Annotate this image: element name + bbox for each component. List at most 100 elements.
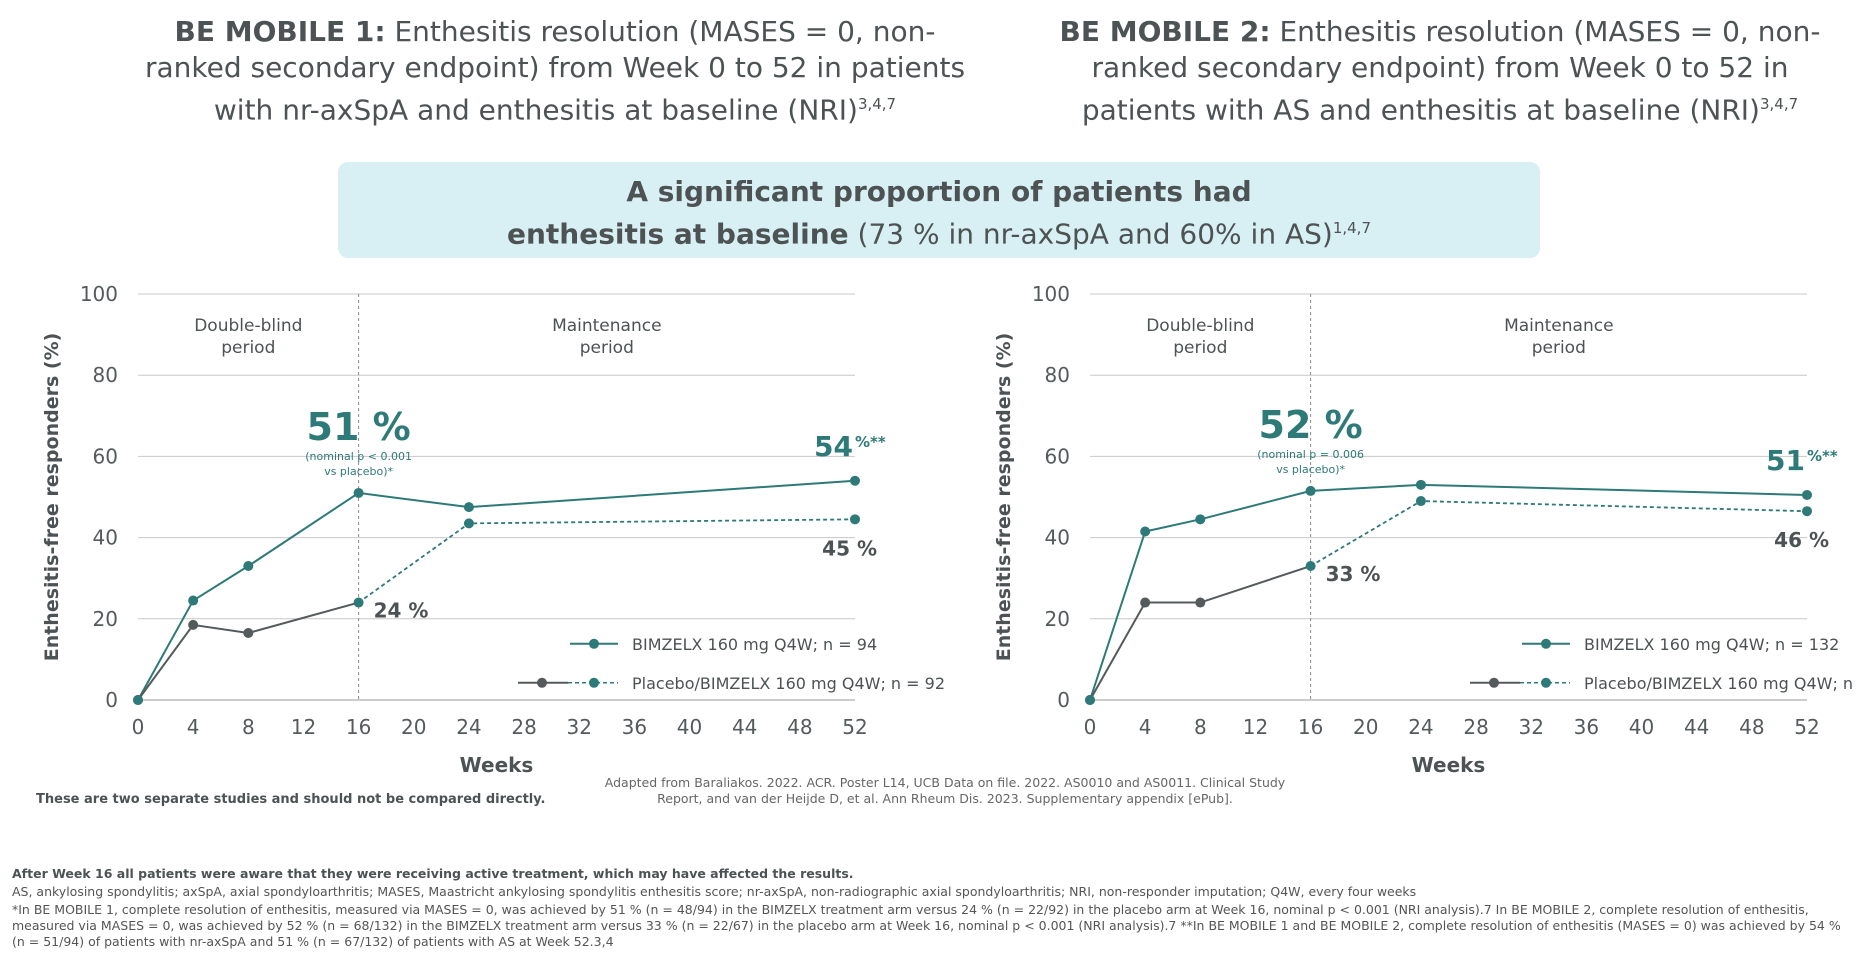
m1-annotation-week52-placebo: 45 % (822, 536, 877, 560)
m2-ytick-60: 60 (1045, 444, 1070, 468)
m1-ytick-100: 100 (80, 282, 118, 306)
study-1-heading-bold: BE MOBILE 1: (174, 15, 386, 48)
m2-period-0-line1: Double-blind (1146, 316, 1254, 336)
m1-xtick-8: 8 (242, 715, 255, 739)
baseline-callout: A significant proportion of patients had… (338, 162, 1540, 258)
m2-ytick-80: 80 (1045, 363, 1070, 387)
study-2-heading-bold: BE MOBILE 2: (1059, 15, 1271, 48)
m1-legend-bimzelx-label: BIMZELX 160 mg Q4W; n = 94 (632, 635, 877, 654)
m1-placebo-point-week-4 (188, 619, 199, 630)
m2-xtick-24: 24 (1408, 715, 1433, 739)
m2-placebo-point-week-8 (1195, 597, 1206, 608)
m2-annotation-week16-vs: vs placebo)* (1276, 463, 1345, 476)
m1-xtick-28: 28 (511, 715, 536, 739)
m2-ylabel: Enthesitis-free responders (%) (993, 333, 1015, 662)
m2-xtick-32: 32 (1519, 715, 1544, 739)
m2-placebo-point-week-16 (1305, 561, 1316, 572)
m1-placebo-point-week-8 (243, 628, 254, 639)
m2-xtick-20: 20 (1353, 715, 1378, 739)
m2-bimzelx-point-week-24 (1415, 479, 1426, 490)
m1-xtick-44: 44 (732, 715, 757, 739)
m1-annotation-week52-bimzelx: 54 (814, 430, 853, 463)
m2-bimzelx-point-week-52 (1802, 489, 1812, 500)
m1-ylabel: Enthesitis-free responders (%) (41, 333, 63, 662)
m2-xlabel: Weeks (1412, 753, 1486, 777)
m2-series-placebo-line (1089, 565, 1311, 701)
m1-ytick-40: 40 (93, 526, 118, 550)
m2-xtick-44: 44 (1684, 715, 1709, 739)
m2-ytick-40: 40 (1045, 526, 1070, 550)
m1-xtick-20: 20 (401, 715, 426, 739)
m2-annotation-week16-value: 52 % (1259, 403, 1363, 447)
m1-period-0-line2: period (221, 338, 275, 358)
m1-ytick-80: 80 (93, 363, 118, 387)
m2-annotation-week52-bimzelx: 51 (1766, 444, 1805, 477)
m2-xtick-48: 48 (1739, 715, 1764, 739)
m1-xtick-12: 12 (291, 715, 316, 739)
footnote-abbreviations: AS, ankylosing spondylitis; axSpA, axial… (12, 884, 1417, 899)
m2-ytick-20: 20 (1045, 607, 1070, 631)
m2-placebo-point-week-4 (1140, 597, 1151, 608)
m1-ytick-0: 0 (105, 688, 118, 712)
study-2-heading: BE MOBILE 2: Enthesitis resolution (MASE… (1050, 14, 1830, 128)
study-1-heading: BE MOBILE 1: Enthesitis resolution (MASE… (140, 14, 970, 128)
m1-series-bimzelx-line (137, 479, 856, 701)
m1-xtick-52: 52 (842, 715, 867, 739)
m1-ytick-60: 60 (93, 444, 118, 468)
study-1-heading-refs: 3,4,7 (857, 95, 897, 113)
m1-bimzelx-point-week-16 (353, 487, 364, 498)
m1-period-1-line1: Maintenance (552, 316, 661, 336)
m1-legend-placebo-marker (537, 677, 547, 688)
m1-annotation-week52-bimzelx-suffix: %** (855, 433, 886, 451)
m2-series-placebo-switch-line (1310, 500, 1808, 567)
callout-line-1-text: A significant proportion of patients had (626, 175, 1252, 208)
m1-legend-bimzelx-marker (589, 638, 599, 649)
m1-annotation-week16-vs: vs placebo)* (324, 465, 393, 478)
m1-xtick-36: 36 (622, 715, 647, 739)
m2-annotation-week16-placebo: 33 % (1326, 562, 1381, 586)
m1-bimzelx-point-week-24 (463, 502, 474, 513)
m2-legend-placebo-switch-marker (1541, 677, 1551, 688)
m1-placebo-point-week-16 (353, 597, 364, 608)
m2-bimzelx-point-week-4 (1140, 526, 1151, 537)
callout-line-2-rest: (73 % in nr-axSpA and 60% in AS) (848, 217, 1333, 251)
m1-xtick-0: 0 (132, 715, 145, 739)
m2-xtick-4: 4 (1139, 715, 1152, 739)
m2-legend-bimzelx-marker (1541, 638, 1551, 649)
callout-refs: 1,4,7 (1332, 219, 1371, 237)
m1-xtick-24: 24 (456, 715, 481, 739)
m1-xtick-16: 16 (346, 715, 371, 739)
m2-period-1-line1: Maintenance (1504, 316, 1613, 336)
study-1-heading-text: Enthesitis resolution (MASES = 0, non-ra… (144, 15, 966, 127)
m1-annotation-week16-pvalue: (nominal p < 0.001 (305, 450, 412, 463)
callout-line-2: enthesitis at baseline (73 % in nr-axSpA… (338, 210, 1540, 252)
m2-period-0-line2: period (1173, 338, 1227, 358)
m1-annotation-week16-placebo: 24 % (374, 599, 429, 623)
m2-legend-bimzelx-label: BIMZELX 160 mg Q4W; n = 132 (1584, 635, 1839, 654)
m2-annotation-week16-pvalue: (nominal p = 0.006 (1257, 448, 1364, 461)
m1-placebo-point-week-24 (463, 518, 474, 529)
footnote-results: *In BE MOBILE 1, complete resolution of … (12, 902, 1841, 949)
m2-xtick-0: 0 (1084, 715, 1097, 739)
m1-legend-placebo-label: Placebo/BIMZELX 160 mg Q4W; n = 92 (632, 674, 945, 693)
m2-legend-placebo-label: Placebo/BIMZELX 160 mg Q4W; n = 67 (1584, 674, 1857, 693)
m2-xtick-28: 28 (1463, 715, 1488, 739)
m1-bimzelx-point-week-0 (133, 695, 143, 705)
footnote-active-treatment: After Week 16 all patients were aware th… (12, 866, 854, 881)
m1-period-1-line2: period (580, 338, 634, 358)
m2-ytick-0: 0 (1057, 688, 1070, 712)
m1-period-0-line1: Double-blind (194, 316, 302, 336)
m2-annotation-week52-placebo: 46 % (1774, 528, 1829, 552)
m2-placebo-point-week-24 (1415, 496, 1426, 507)
m2-xtick-8: 8 (1194, 715, 1207, 739)
m2-xtick-36: 36 (1574, 715, 1599, 739)
m2-period-1-line2: period (1532, 338, 1586, 358)
m1-xtick-4: 4 (187, 715, 200, 739)
m1-placebo-point-week-52 (850, 514, 860, 525)
study-2-heading-text: Enthesitis resolution (MASES = 0, non-ra… (1081, 15, 1821, 127)
m2-xtick-12: 12 (1243, 715, 1268, 739)
m1-series-placebo-line (137, 601, 359, 701)
m2-bimzelx-point-week-16 (1305, 485, 1316, 496)
